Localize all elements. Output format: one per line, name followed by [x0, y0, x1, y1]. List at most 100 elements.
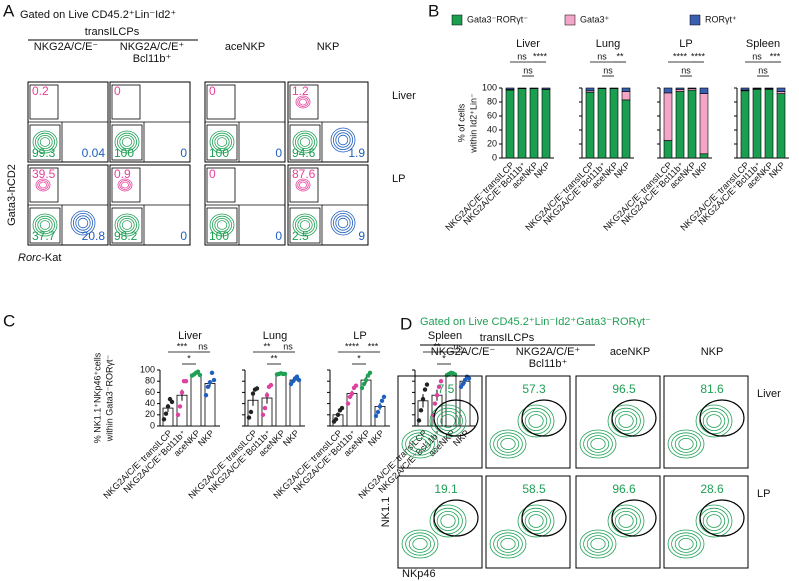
contour — [618, 514, 634, 528]
contour — [295, 178, 311, 192]
contour — [295, 95, 311, 109]
contour — [496, 435, 520, 453]
gate-box — [111, 167, 141, 203]
data-point — [339, 405, 345, 411]
significance-label: *** — [177, 341, 188, 351]
data-point — [438, 379, 444, 384]
contour — [671, 532, 701, 556]
contour — [702, 410, 726, 431]
contour — [117, 215, 138, 235]
bar-segment — [776, 91, 786, 94]
contour — [37, 217, 53, 232]
gate-box — [111, 124, 143, 161]
data-point — [381, 394, 387, 400]
bar-segment — [764, 89, 774, 159]
contour — [292, 213, 318, 237]
contour — [297, 134, 313, 149]
contour — [702, 510, 726, 531]
contour — [678, 437, 694, 450]
quadrant-value: 0 — [275, 229, 282, 243]
bar-segment — [541, 87, 551, 90]
data-point — [246, 415, 252, 420]
contour — [695, 504, 733, 538]
column-header: NKG2A/C/E⁺ — [516, 346, 581, 358]
gate-box — [111, 84, 141, 120]
contour — [37, 180, 49, 190]
plot-frame — [397, 475, 483, 569]
contour — [401, 429, 439, 459]
significance-label: *** — [770, 51, 781, 61]
y-axis-label: Gata3-hCD2 — [6, 164, 18, 226]
contour — [489, 429, 527, 459]
contour — [586, 535, 610, 553]
y-axis-label: % of cells — [456, 103, 466, 142]
contour — [35, 132, 56, 152]
bar — [190, 373, 202, 427]
x-tick-label: NKP — [281, 428, 301, 448]
plot-frame — [575, 475, 661, 569]
bar-segment — [609, 87, 619, 89]
x-tick-label: NKG2A/C/E⁺Bcl11b⁺ — [541, 160, 608, 227]
significance-label: ns — [453, 341, 463, 351]
contour — [121, 220, 133, 230]
bar-segment — [585, 87, 595, 92]
bar-segment — [764, 87, 774, 89]
bar-segment — [675, 87, 685, 90]
contour — [590, 538, 606, 551]
y-tick-label: 0 — [150, 420, 155, 430]
quadrant-value: 0.2 — [32, 84, 49, 98]
contour — [586, 435, 610, 453]
bar-segment — [505, 87, 515, 90]
x-tick-label: NKP — [451, 428, 471, 448]
column-header: NKG2A/C/E⁺ — [120, 41, 185, 53]
contour — [216, 220, 228, 230]
contour — [214, 134, 230, 149]
data-point — [248, 409, 254, 415]
column-header: aceNKP — [225, 41, 265, 53]
contour — [528, 514, 544, 528]
data-point — [294, 374, 300, 379]
gate-title: Gated on Live CD45.2⁺Lin⁻Id2⁺Gata3⁻RORγt… — [420, 316, 651, 328]
contour — [35, 178, 51, 192]
gate — [611, 399, 657, 437]
quadrant-value: 0 — [209, 84, 216, 98]
column-header: NKP — [317, 41, 340, 53]
x-tick-label: NKG2A/C/E⁻transILCP — [443, 160, 516, 233]
contour — [35, 215, 56, 235]
data-point — [254, 386, 260, 391]
bar-segment — [541, 89, 551, 159]
quadrant-value: 2.5 — [292, 229, 309, 243]
gate-title: Gated on Live CD45.2⁺Lin⁻Id2⁺ — [20, 9, 176, 21]
contour — [614, 510, 638, 531]
data-point — [205, 384, 211, 389]
contour — [436, 510, 460, 531]
contour — [335, 215, 351, 231]
contour — [607, 504, 645, 538]
quadrant-value: 0 — [275, 146, 282, 160]
quadrant-value: 1.2 — [292, 84, 309, 98]
bar-segment — [663, 87, 673, 94]
data-point — [211, 377, 217, 383]
quadrant-value: 98.2 — [114, 229, 138, 243]
significance-label: * — [357, 353, 361, 363]
contour — [39, 181, 47, 189]
gate-box — [206, 124, 238, 161]
contour — [332, 212, 353, 233]
plot-frame — [485, 375, 571, 469]
quadrant-value: 100 — [209, 146, 229, 160]
contour — [297, 97, 309, 107]
panel-label: A — [3, 1, 15, 20]
row-label: LP — [757, 488, 770, 500]
contour — [121, 181, 129, 189]
contour — [332, 129, 353, 150]
significance-label: **** — [673, 51, 688, 61]
gate — [699, 499, 745, 537]
significance-label: ns — [758, 65, 768, 75]
bar-segment — [597, 88, 607, 159]
x-tick-label: NKG2A/C/E⁺Bcl11b⁺ — [619, 160, 686, 227]
gate — [433, 499, 479, 537]
data-point — [460, 381, 466, 387]
contour — [37, 134, 53, 149]
contour — [32, 213, 58, 237]
contour — [408, 535, 432, 553]
